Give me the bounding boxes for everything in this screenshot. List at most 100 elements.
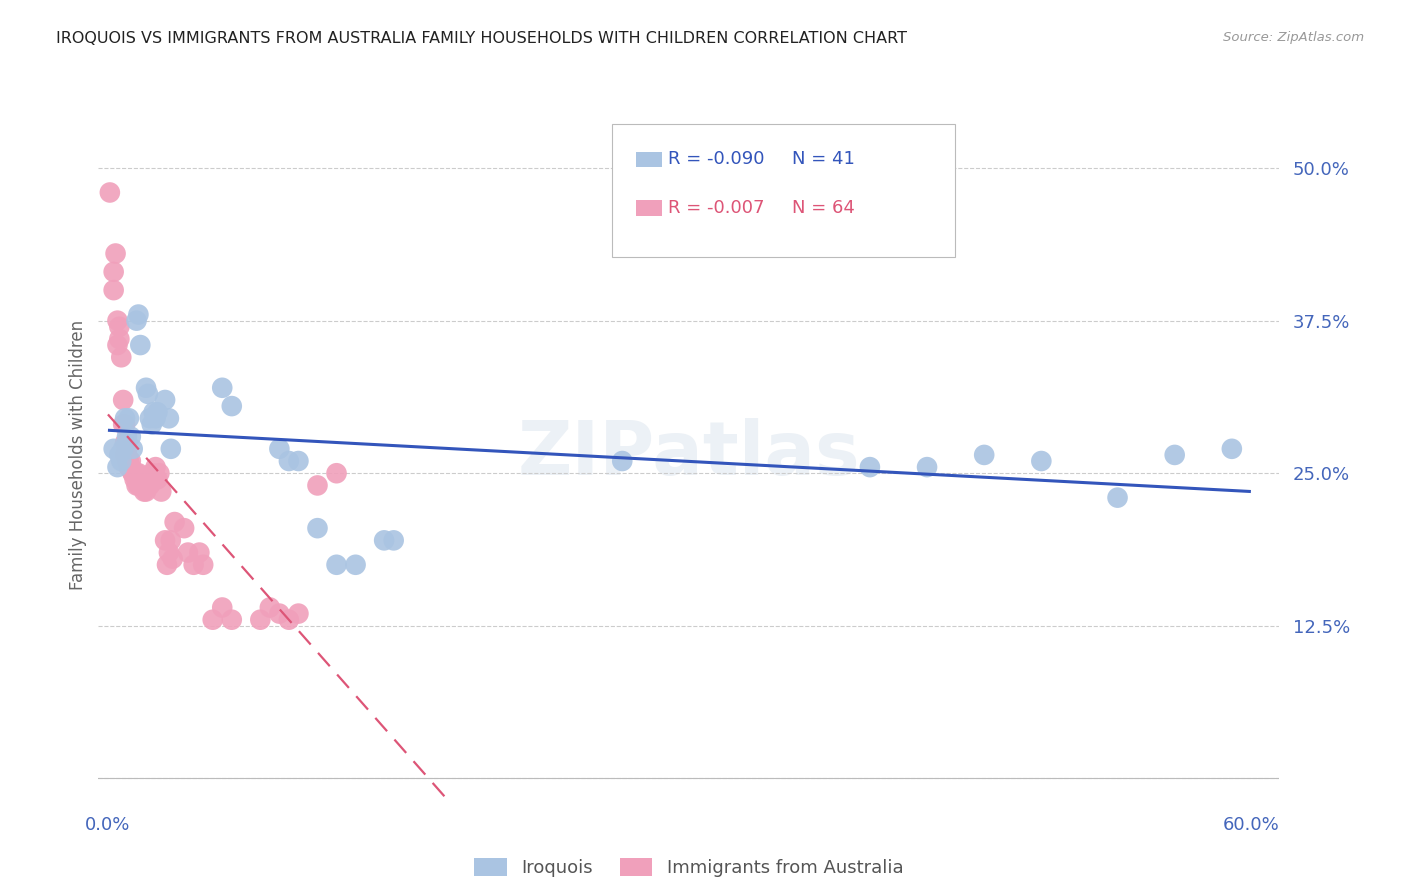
- Point: [118, 460, 141, 475]
- Point: [107, 460, 129, 475]
- Point: [159, 533, 181, 548]
- Point: [277, 613, 299, 627]
- Point: [163, 515, 186, 529]
- Point: [98, 186, 121, 200]
- Point: [146, 405, 169, 419]
- Point: [112, 392, 135, 407]
- Point: [211, 381, 233, 395]
- Point: [120, 429, 142, 443]
- Point: [307, 521, 329, 535]
- Point: [221, 399, 243, 413]
- Point: [612, 454, 634, 468]
- Point: [135, 484, 157, 499]
- Point: [110, 454, 132, 468]
- Point: [859, 460, 882, 475]
- Point: [325, 558, 347, 572]
- Point: [108, 332, 131, 346]
- Point: [150, 484, 173, 499]
- Point: [344, 558, 367, 572]
- Point: [307, 478, 329, 492]
- Point: [135, 381, 157, 395]
- Point: [183, 558, 205, 572]
- Bar: [636, 201, 662, 216]
- Point: [382, 533, 405, 548]
- Text: IROQUOIS VS IMMIGRANTS FROM AUSTRALIA FAMILY HOUSEHOLDS WITH CHILDREN CORRELATIO: IROQUOIS VS IMMIGRANTS FROM AUSTRALIA FA…: [56, 31, 907, 46]
- Point: [120, 460, 142, 475]
- Point: [142, 472, 165, 486]
- Point: [127, 467, 149, 481]
- Point: [157, 411, 180, 425]
- Text: N = 41: N = 41: [792, 150, 855, 169]
- Point: [125, 313, 148, 327]
- Point: [145, 411, 167, 425]
- Point: [108, 448, 131, 462]
- Point: [156, 558, 179, 572]
- Point: [136, 387, 159, 401]
- Point: [269, 607, 291, 621]
- Point: [114, 448, 136, 462]
- Point: [127, 478, 149, 492]
- Text: R = -0.007: R = -0.007: [668, 199, 765, 217]
- Point: [118, 454, 141, 468]
- Point: [114, 417, 136, 432]
- Point: [157, 545, 180, 559]
- Point: [1107, 491, 1129, 505]
- Point: [110, 351, 132, 365]
- Point: [153, 392, 176, 407]
- Point: [287, 454, 309, 468]
- Point: [269, 442, 291, 456]
- Text: ZIPatlas: ZIPatlas: [517, 418, 860, 491]
- Point: [134, 484, 156, 499]
- Point: [107, 338, 129, 352]
- Point: [141, 467, 163, 481]
- Text: Source: ZipAtlas.com: Source: ZipAtlas.com: [1223, 31, 1364, 45]
- Point: [125, 478, 148, 492]
- Point: [177, 545, 200, 559]
- Point: [325, 467, 347, 481]
- Point: [131, 478, 153, 492]
- Point: [114, 411, 136, 425]
- Point: [115, 448, 138, 462]
- Point: [201, 613, 224, 627]
- Point: [129, 472, 152, 486]
- Point: [211, 600, 233, 615]
- Point: [121, 467, 143, 481]
- Point: [173, 521, 195, 535]
- Point: [115, 454, 138, 468]
- Point: [121, 442, 143, 456]
- Point: [103, 265, 125, 279]
- Point: [120, 454, 142, 468]
- Point: [221, 613, 243, 627]
- Point: [146, 472, 169, 486]
- Point: [162, 551, 184, 566]
- Point: [124, 467, 146, 481]
- Point: [159, 442, 181, 456]
- Point: [112, 417, 135, 432]
- Point: [103, 442, 125, 456]
- Point: [107, 313, 129, 327]
- Legend: Iroquois, Immigrants from Australia: Iroquois, Immigrants from Australia: [467, 850, 911, 884]
- Point: [114, 435, 136, 450]
- Text: N = 64: N = 64: [792, 199, 855, 217]
- Point: [249, 613, 271, 627]
- Point: [142, 405, 165, 419]
- Point: [1220, 442, 1243, 456]
- Point: [129, 338, 152, 352]
- Point: [139, 411, 162, 425]
- Point: [153, 533, 176, 548]
- Point: [127, 308, 149, 322]
- Point: [125, 467, 148, 481]
- Point: [141, 417, 163, 432]
- Point: [108, 319, 131, 334]
- Point: [135, 478, 157, 492]
- Point: [118, 411, 141, 425]
- Point: [112, 442, 135, 456]
- Text: R = -0.090: R = -0.090: [668, 150, 765, 169]
- Point: [287, 607, 309, 621]
- Point: [145, 460, 167, 475]
- Point: [139, 478, 162, 492]
- Y-axis label: Family Households with Children: Family Households with Children: [69, 320, 87, 590]
- Point: [104, 246, 127, 260]
- Point: [193, 558, 215, 572]
- Point: [1163, 448, 1185, 462]
